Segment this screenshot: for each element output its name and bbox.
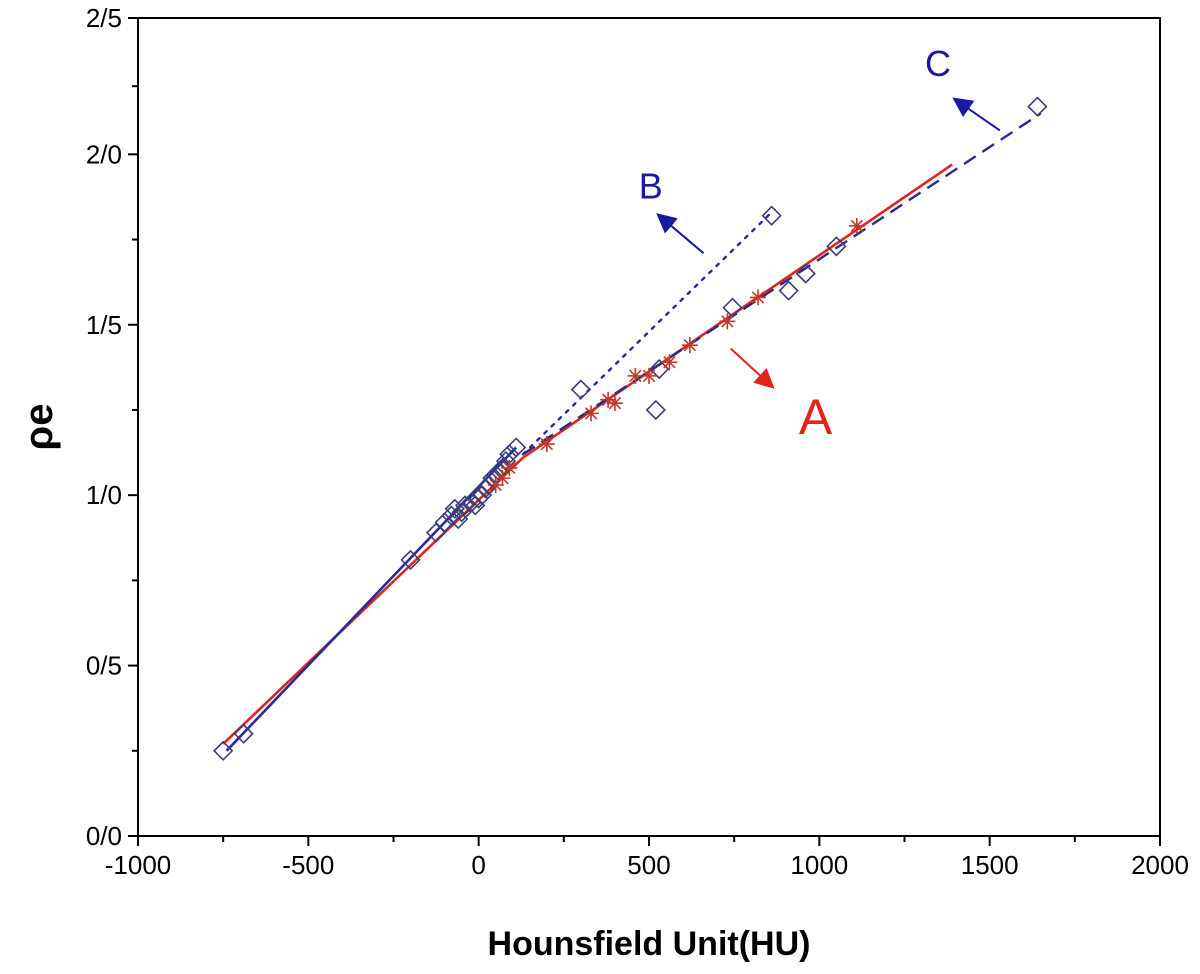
star-stroke: [503, 461, 516, 475]
diamond-point: [448, 508, 469, 530]
star-point: [661, 354, 678, 371]
annotation-arrow-b: [656, 213, 705, 254]
axis-ticks: -1000 -500 0 500 1000 1500 2000 0/0 0/5 1/0 1/5 2/0…: [86, 3, 1189, 880]
plot-area: [137, 17, 1161, 837]
star-point: [501, 459, 518, 476]
star-stroke: [540, 437, 554, 451]
y-tick-label: 1/5: [86, 310, 122, 340]
diamond-point: [454, 495, 476, 516]
annotation-label-b: B: [639, 166, 663, 207]
annotation-arrow-c: [952, 97, 1001, 132]
star-point: [641, 367, 657, 384]
star-point: [583, 405, 600, 422]
star-stroke: [751, 291, 765, 304]
annotations: A B C: [639, 43, 1001, 445]
y-tick-label: 1/0: [86, 480, 122, 510]
y-axis-title-subscript: e: [17, 404, 61, 426]
star-stroke: [683, 338, 697, 352]
x-tick-label: 1500: [961, 850, 1019, 880]
x-axis-title: Hounsfield Unit(HU): [488, 925, 811, 963]
x-tick-label: 2000: [1131, 850, 1189, 880]
diamond-point: [441, 505, 462, 526]
diamond-point: [826, 236, 847, 257]
diamond-point: [444, 498, 465, 519]
star-stroke: [663, 356, 676, 369]
star-stroke: [629, 369, 642, 383]
diamond-point: [233, 723, 254, 744]
diamond-point: [761, 205, 782, 226]
star-stroke: [721, 315, 734, 328]
star-stroke: [608, 396, 622, 410]
diamond-point: [1027, 96, 1048, 117]
diamond-point: [645, 399, 666, 421]
x-tick-label: 1000: [790, 850, 848, 880]
star-point: [494, 470, 511, 487]
star-stroke: [601, 393, 615, 406]
star-point: [538, 436, 555, 453]
x-tick-label: 500: [627, 850, 670, 880]
star-stroke: [584, 407, 598, 420]
annotation-label-c: C: [925, 43, 951, 84]
star-stroke: [850, 219, 864, 233]
y-tick-label: 2/0: [86, 139, 122, 169]
diamond-point: [400, 549, 421, 571]
star-point: [848, 217, 865, 234]
x-tick-label: 0: [471, 850, 485, 880]
star-point: [681, 337, 698, 354]
diamond-point: [778, 280, 799, 301]
star-stroke: [642, 369, 656, 383]
fit-line-b: [521, 211, 773, 456]
star-point: [750, 289, 767, 306]
data-points: [213, 96, 1048, 761]
y-axis-title: ρe: [17, 404, 61, 451]
diamond-point: [795, 263, 816, 284]
star-point: [719, 313, 736, 330]
fit-line-c: [522, 112, 1042, 456]
star-point: [606, 395, 623, 412]
star-point: [627, 367, 644, 384]
diamond-point: [495, 450, 517, 472]
diamond-point: [570, 379, 591, 400]
diamond-point: [506, 437, 527, 458]
y-tick-label: 0/0: [86, 821, 122, 851]
y-tick-label: 0/5: [86, 651, 122, 681]
annotation-label-a: A: [799, 389, 833, 445]
star-stroke: [496, 471, 509, 485]
x-tick-label: -500: [282, 850, 334, 880]
x-tick-label: -1000: [105, 850, 172, 880]
diamond-point: [213, 740, 234, 761]
fit-lines: [222, 112, 1042, 752]
annotation-arrow-a: [730, 347, 775, 389]
y-axis-title-symbol: ρ: [17, 426, 61, 451]
y-tick-label: 2/5: [86, 3, 122, 33]
diamond-point: [451, 502, 472, 523]
